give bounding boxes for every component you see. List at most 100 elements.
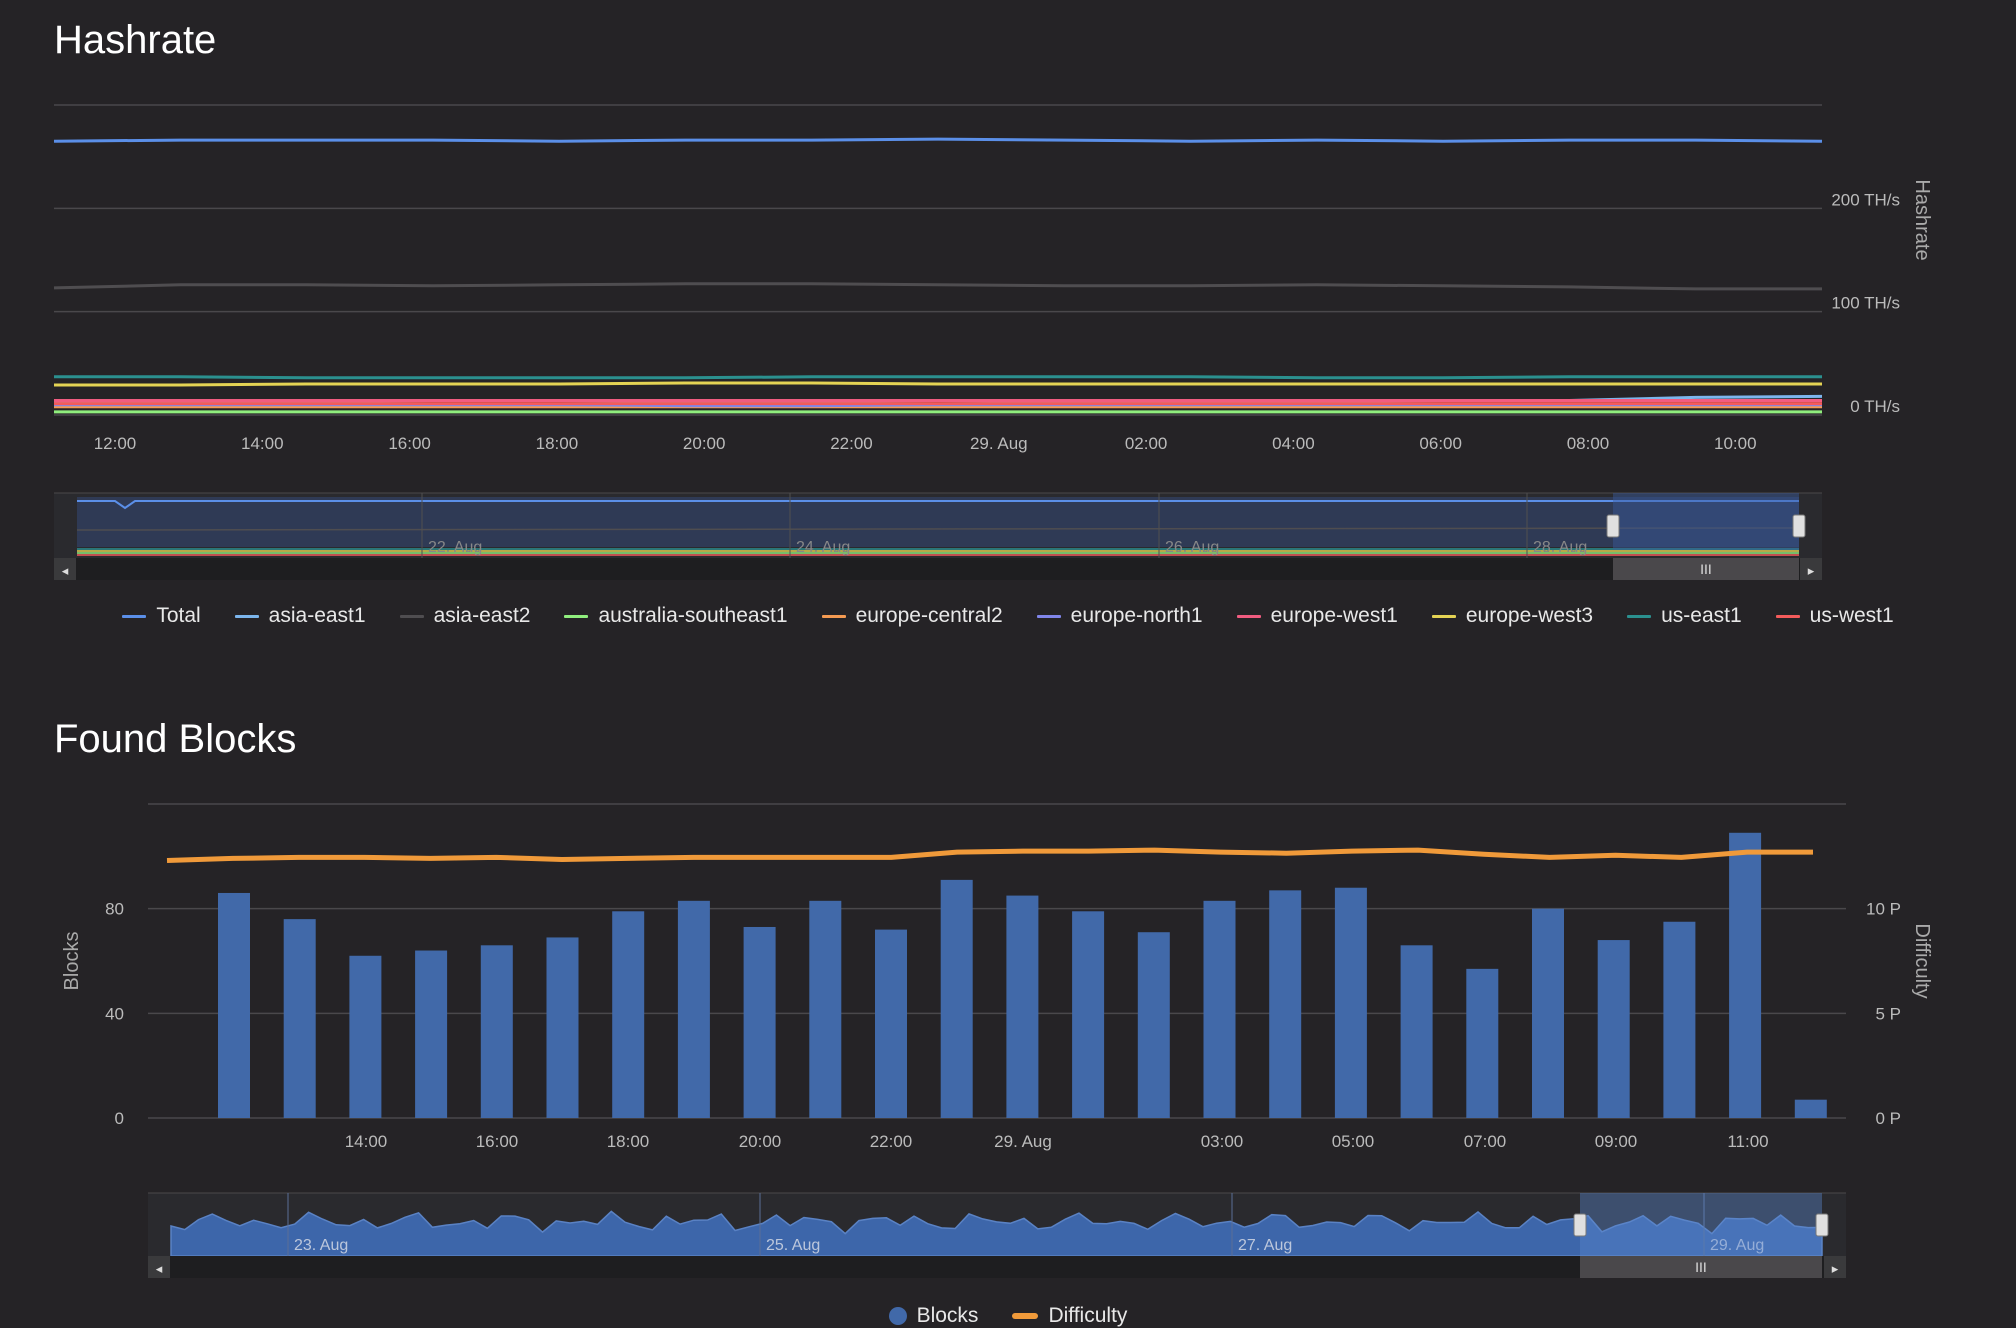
hashrate-series-line	[53, 137, 1823, 143]
navigator-handle	[1606, 514, 1620, 538]
legend-item[interactable]: europe-north1	[1036, 604, 1203, 628]
legend-item[interactable]: Total	[122, 604, 201, 628]
scroll-left-arrow-icon: ◂	[62, 563, 69, 578]
scrollbar-grip-icon: III	[1700, 561, 1712, 577]
navigator-selected-range	[1580, 1193, 1822, 1256]
navigator-date-label: 26. Aug	[1165, 539, 1219, 556]
legend-swatch	[1236, 614, 1261, 618]
blocks-bar	[1334, 887, 1367, 1118]
hashrate-gridlines	[54, 104, 1822, 416]
legend-item[interactable]: europe-west3	[1431, 604, 1594, 628]
legend-item[interactable]: europe-central2	[821, 604, 1003, 628]
blocks-bar	[1006, 895, 1039, 1118]
blocks-bar	[1729, 832, 1762, 1118]
legend-label: us-east1	[1661, 604, 1742, 627]
hashrate-series-line	[53, 282, 1822, 291]
legend-swatch	[564, 614, 589, 618]
legend-label: Difficulty	[1048, 1304, 1128, 1327]
legend-label: Total	[156, 604, 201, 627]
scroll-right-arrow-icon: ▸	[1808, 563, 1815, 578]
scroll-right-button	[1824, 1256, 1846, 1278]
navigator-scrollbar-thumb	[1580, 1256, 1822, 1278]
blocks-bar	[612, 911, 645, 1118]
legend-label: europe-north1	[1070, 604, 1203, 627]
blocks-bar	[349, 955, 382, 1118]
navigator-date-label: 29. Aug	[1710, 1237, 1764, 1254]
scrollbar-grip-icon: III	[1695, 1259, 1707, 1275]
blocks-bar	[1663, 921, 1696, 1118]
blocks-x-axis-ticks: 14:00 16:00 18:00 20:00 22:00 29. Aug 03:00 05:…	[345, 1132, 1769, 1151]
scroll-left-button	[148, 1256, 170, 1278]
blocks-bar	[480, 945, 513, 1118]
legend-item[interactable]: europe-west1	[1236, 604, 1398, 628]
navigator-selected-range	[1613, 493, 1799, 550]
blocks-x-tick-label: 18:00	[607, 1132, 650, 1151]
found-blocks-chart[interactable]: 0 40 80 0 P 5 P 10 P 14:00 16:00 18:00 20:00 22:…	[0, 728, 2016, 1328]
blocks-legend: Blocks Difficulty	[0, 1304, 2016, 1328]
hashrate-x-tick-label: 29. Aug	[970, 434, 1028, 453]
hashrate-y-axis-ticks: 0 TH/s 100 TH/s 200 TH/s	[1831, 190, 1900, 416]
blocks-y-axis-title: Blocks	[61, 932, 83, 991]
navigator-scrollbar-track	[148, 1256, 1846, 1278]
legend-item[interactable]: asia-east2	[399, 604, 531, 628]
difficulty-y-axis-title: Difficulty	[1911, 923, 1933, 998]
legend-label: asia-east1	[268, 604, 366, 627]
blocks-y-tick-label: 40	[105, 1004, 124, 1023]
difficulty-y-tick-label: 0 P	[1875, 1109, 1901, 1128]
difficulty-series-line	[166, 847, 1813, 863]
hashrate-x-tick-label: 04:00	[1272, 434, 1315, 453]
legend-label: europe-central2	[855, 604, 1003, 627]
blocks-x-tick-label: 22:00	[870, 1132, 913, 1151]
legend-label: asia-east2	[433, 604, 531, 627]
scroll-right-button	[1800, 558, 1822, 580]
navigator-handle	[1792, 514, 1806, 538]
blocks-bar	[875, 929, 907, 1118]
navigator-total-line	[77, 500, 1799, 510]
legend-swatch	[234, 614, 259, 618]
navigator-date-label: 22. Aug	[428, 539, 482, 556]
blocks-x-tick-label: 14:00	[345, 1132, 388, 1151]
blocks-x-tick-label: 05:00	[1332, 1132, 1375, 1151]
blocks-bar	[415, 950, 448, 1118]
navigator-date-label: 23. Aug	[294, 1237, 348, 1254]
hashrate-x-tick-label: 02:00	[1125, 434, 1168, 453]
hashrate-x-tick-label: 12:00	[94, 434, 137, 453]
legend-label: Blocks	[916, 1304, 979, 1327]
blocks-bar	[1400, 945, 1433, 1118]
legend-item[interactable]: us-east1	[1627, 604, 1742, 628]
legend-item[interactable]: asia-east1	[234, 604, 366, 628]
hashrate-x-tick-label: 16:00	[388, 434, 431, 453]
hashrate-series-line	[54, 381, 1822, 387]
legend-item[interactable]: australia-southeast1	[564, 604, 788, 628]
blocks-bar	[1072, 911, 1105, 1118]
blocks-y-axis-ticks: 0 40 80	[105, 900, 124, 1128]
hashrate-chart[interactable]: 0 TH/s 100 TH/s 200 TH/s 12:00 14:00 16:00 18…	[0, 0, 2016, 590]
legend-item[interactable]: Blocks	[888, 1304, 979, 1328]
difficulty-line	[166, 847, 1813, 863]
scroll-left-button	[54, 558, 76, 580]
legend-label: europe-west1	[1270, 604, 1398, 627]
difficulty-y-tick-label: 5 P	[1875, 1004, 1901, 1023]
hashrate-navigator[interactable]: 22. Aug 24. Aug 26. Aug 28. Aug III ◂ ▸	[54, 492, 1822, 580]
navigator-date-label: 27. Aug	[1238, 1237, 1292, 1254]
hashrate-y-tick-label: 100 TH/s	[1831, 294, 1900, 313]
hashrate-series-lines	[53, 137, 1823, 414]
legend-item[interactable]: Difficulty	[1012, 1304, 1127, 1328]
difficulty-y-axis-ticks: 0 P 5 P 10 P	[1866, 900, 1901, 1128]
legend-item[interactable]: us-west1	[1775, 604, 1894, 628]
legend-swatch	[1012, 1313, 1039, 1319]
blocks-x-tick-label: 29. Aug	[994, 1132, 1052, 1151]
legend-label: europe-west3	[1465, 604, 1594, 627]
blocks-bar	[1269, 890, 1302, 1118]
blocks-bar	[218, 892, 250, 1118]
navigator-date-label: 25. Aug	[766, 1237, 820, 1254]
blocks-bar	[1137, 932, 1170, 1118]
blocks-bar	[546, 937, 579, 1118]
hashrate-title: Hashrate	[54, 18, 217, 62]
navigator-date-label: 24. Aug	[796, 539, 850, 556]
hashrate-x-tick-label: 22:00	[830, 434, 873, 453]
legend-swatch	[821, 614, 846, 618]
blocks-bar	[940, 879, 973, 1118]
hashrate-legend: Total asia-east1 asia-east2 australia-south…	[0, 604, 2016, 628]
